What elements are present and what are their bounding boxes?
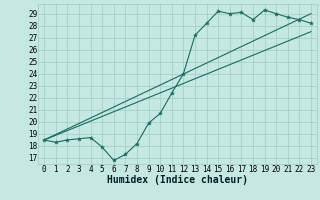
X-axis label: Humidex (Indice chaleur): Humidex (Indice chaleur) bbox=[107, 175, 248, 185]
